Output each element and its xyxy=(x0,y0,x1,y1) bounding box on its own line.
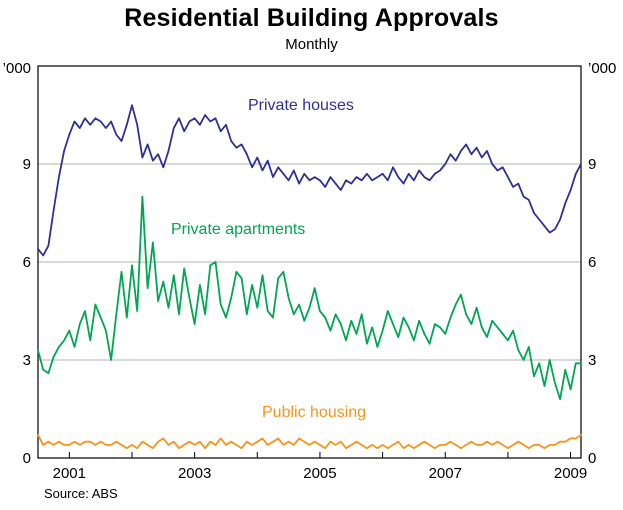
y-axis-label-left: 9 xyxy=(23,156,31,173)
y-axis-label-left: 6 xyxy=(23,254,31,271)
y-axis-label-right: 6 xyxy=(588,254,596,271)
x-axis-label: 2001 xyxy=(53,465,86,482)
source-note: Source: ABS xyxy=(44,486,118,501)
series-line-private-apartments xyxy=(37,195,582,401)
series-label-public-housing: Public housing xyxy=(262,404,367,421)
y-axis-label-right: 9 xyxy=(588,156,596,173)
chart-subtitle: Monthly xyxy=(285,36,338,53)
plot-frame xyxy=(37,65,582,459)
x-axis-label: 2009 xyxy=(554,465,587,482)
unit-label-right: ’000 xyxy=(588,60,616,77)
y-axis-label-left: 3 xyxy=(23,352,31,369)
y-axis-label-right: 0 xyxy=(588,450,596,467)
x-axis-label: 2007 xyxy=(429,465,462,482)
y-axis-label-right: 3 xyxy=(588,352,596,369)
y-axis-label-left: 0 xyxy=(23,450,31,467)
x-axis-label: 2005 xyxy=(303,465,336,482)
chart-title: Residential Building Approvals xyxy=(124,4,499,32)
series-line-private-houses xyxy=(37,104,582,257)
x-axis-label: 2003 xyxy=(178,465,211,482)
unit-label-left: ’000 xyxy=(3,60,31,77)
series-line-public-housing xyxy=(37,434,582,450)
series-label-private-apartments: Private apartments xyxy=(171,221,306,238)
series-label-private-houses: Private houses xyxy=(248,97,354,114)
